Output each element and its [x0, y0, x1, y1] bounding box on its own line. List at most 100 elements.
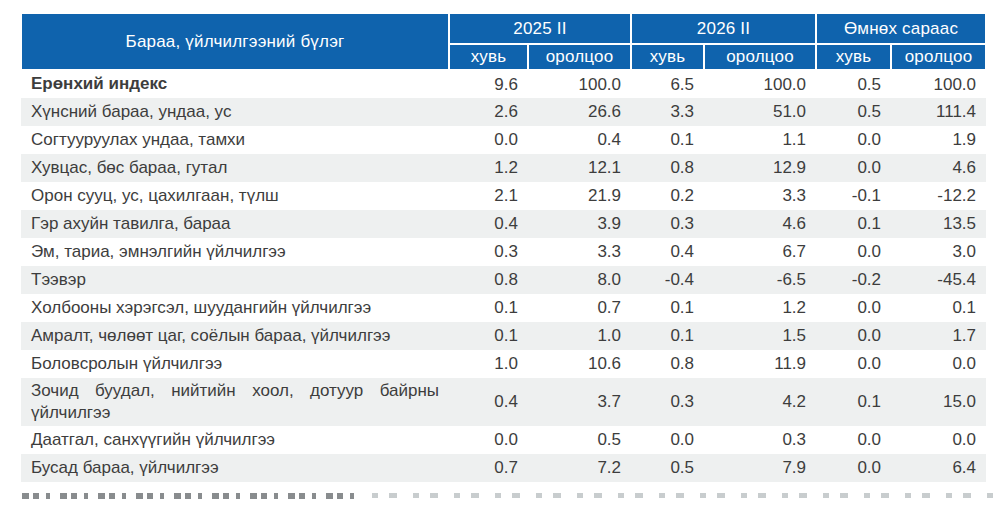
value-cell: 0.0: [816, 126, 891, 154]
cut-off-text-dark-segment: [22, 493, 356, 499]
value-cell: 1.7: [891, 322, 986, 350]
value-cell: -45.4: [891, 266, 986, 294]
value-cell: -0.4: [631, 266, 704, 294]
value-cell: 12.1: [528, 154, 631, 182]
value-cell: 0.0: [816, 154, 891, 182]
row-label: Эм, тариа, эмнэлгийн үйлчилгээ: [21, 238, 449, 266]
value-cell: 3.7: [528, 378, 631, 426]
value-cell: 3.3: [704, 182, 816, 210]
row-label: Зочид буудал, нийтийн хоол, дотуур байрн…: [21, 378, 449, 426]
row-label: Боловсролын үйлчилгээ: [21, 350, 449, 378]
table-row: Хүнсний бараа, ундаа, ус2.626.63.351.00.…: [21, 98, 986, 126]
row-label: Бусад бараа, үйлчилгээ: [21, 454, 449, 482]
value-cell: 4.6: [704, 210, 816, 238]
value-cell: 0.7: [449, 454, 528, 482]
value-cell: 6.7: [704, 238, 816, 266]
value-cell: 4.2: [704, 378, 816, 426]
value-cell: 0.1: [449, 322, 528, 350]
value-cell: 0.3: [631, 210, 704, 238]
value-cell: 0.0: [891, 350, 986, 378]
row-label: Орон сууц, ус, цахилгаан, түлш: [21, 182, 449, 210]
cut-off-text-light-segment: [372, 493, 1000, 498]
value-cell: 1.2: [704, 294, 816, 322]
row-label: Гэр ахуйн тавилга, бараа: [21, 210, 449, 238]
row-label: Хүнсний бараа, ундаа, ус: [21, 98, 449, 126]
value-cell: 0.3: [631, 378, 704, 426]
value-cell: 8.0: [528, 266, 631, 294]
value-cell: 3.9: [528, 210, 631, 238]
value-cell: 0.4: [528, 126, 631, 154]
value-cell: 0.1: [449, 294, 528, 322]
value-cell: 1.0: [449, 350, 528, 378]
value-cell: 1.5: [704, 322, 816, 350]
value-cell: 0.0: [816, 238, 891, 266]
row-label: Холбооны хэрэгсэл, шуудангийн үйлчилгээ: [21, 294, 449, 322]
cut-off-text-artifact: [22, 493, 1000, 500]
table-row: Согтууруулах ундаа, тамхи0.00.40.11.10.0…: [21, 126, 986, 154]
value-cell: -0.1: [816, 182, 891, 210]
value-cell: 9.6: [449, 70, 528, 98]
value-cell: 0.5: [816, 98, 891, 126]
period-header-2026: 2026 II: [631, 13, 816, 44]
value-cell: 0.3: [449, 238, 528, 266]
value-cell: 12.9: [704, 154, 816, 182]
value-cell: 0.1: [631, 294, 704, 322]
value-cell: 0.4: [449, 210, 528, 238]
subheader-contribution: оролцоо: [528, 44, 631, 70]
value-cell: 15.0: [891, 378, 986, 426]
value-cell: 0.8: [631, 154, 704, 182]
value-cell: 100.0: [891, 70, 986, 98]
subheader-percent: хувь: [449, 44, 528, 70]
row-label: Амралт, чөлөөт цаг, соёлын бараа, үйлчил…: [21, 322, 449, 350]
value-cell: 0.0: [891, 426, 986, 454]
value-cell: 3.0: [891, 238, 986, 266]
value-cell: 0.0: [816, 294, 891, 322]
row-label: Хувцас, бөс бараа, гутал: [21, 154, 449, 182]
value-cell: 6.5: [631, 70, 704, 98]
table-row: Эм, тариа, эмнэлгийн үйлчилгээ0.33.30.46…: [21, 238, 986, 266]
value-cell: 0.3: [704, 426, 816, 454]
value-cell: 4.6: [891, 154, 986, 182]
value-cell: -0.2: [816, 266, 891, 294]
value-cell: 0.0: [631, 426, 704, 454]
subheader-percent: хувь: [631, 44, 704, 70]
value-cell: 0.4: [631, 238, 704, 266]
table-row: Бусад бараа, үйлчилгээ0.77.20.57.90.06.4: [21, 454, 986, 482]
value-cell: 0.8: [449, 266, 528, 294]
value-cell: 111.4: [891, 98, 986, 126]
value-cell: 2.6: [449, 98, 528, 126]
value-cell: 100.0: [704, 70, 816, 98]
value-cell: 0.0: [816, 426, 891, 454]
report-page: Бараа, үйлчилгээний бүлэг 2025 II 2026 I…: [0, 0, 1000, 500]
table-row: Холбооны хэрэгсэл, шуудангийн үйлчилгээ0…: [21, 294, 986, 322]
table-header: Бараа, үйлчилгээний бүлэг 2025 II 2026 I…: [21, 13, 986, 70]
value-cell: 0.0: [449, 426, 528, 454]
value-cell: 7.2: [528, 454, 631, 482]
value-cell: 0.5: [631, 454, 704, 482]
value-cell: 6.4: [891, 454, 986, 482]
row-label: Ерөнхий индекс: [21, 70, 449, 98]
value-cell: 0.5: [816, 70, 891, 98]
table-row: Амралт, чөлөөт цаг, соёлын бараа, үйлчил…: [21, 322, 986, 350]
value-cell: 3.3: [528, 238, 631, 266]
value-cell: 0.1: [816, 210, 891, 238]
value-cell: 1.1: [704, 126, 816, 154]
value-cell: 100.0: [528, 70, 631, 98]
period-header-2025: 2025 II: [449, 13, 631, 44]
table-row: Орон сууц, ус, цахилгаан, түлш2.121.90.2…: [21, 182, 986, 210]
row-label: Согтууруулах ундаа, тамхи: [21, 126, 449, 154]
column-header-goods-group: Бараа, үйлчилгээний бүлэг: [21, 13, 449, 70]
value-cell: -6.5: [704, 266, 816, 294]
value-cell: 0.1: [631, 322, 704, 350]
value-cell: 0.0: [816, 322, 891, 350]
value-cell: 0.1: [891, 294, 986, 322]
value-cell: -12.2: [891, 182, 986, 210]
value-cell: 10.6: [528, 350, 631, 378]
table-row: Боловсролын үйлчилгээ1.010.60.811.90.00.…: [21, 350, 986, 378]
table-row: Даатгал, санхүүгийн үйлчилгээ0.00.50.00.…: [21, 426, 986, 454]
subheader-percent: хувь: [816, 44, 891, 70]
table-row: Зочид буудал, нийтийн хоол, дотуур байрн…: [21, 378, 986, 426]
table-row: Гэр ахуйн тавилга, бараа0.43.90.34.60.11…: [21, 210, 986, 238]
table-body: Ерөнхий индекс9.6100.06.5100.00.5100.0Хү…: [21, 70, 986, 482]
value-cell: 0.1: [816, 378, 891, 426]
